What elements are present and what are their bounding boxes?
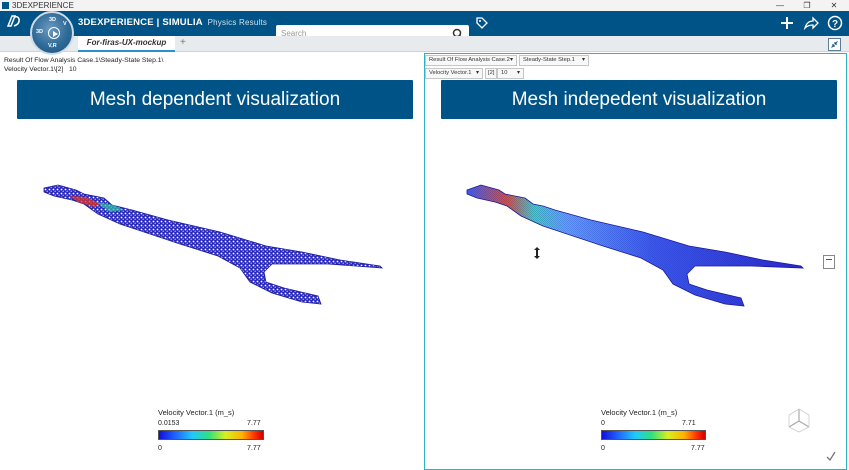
compass-right-label: V xyxy=(63,21,67,27)
add-tab-icon[interactable]: + xyxy=(180,37,186,48)
resize-cursor-icon xyxy=(534,247,540,259)
left-mid-spot xyxy=(96,202,124,212)
right-banner: Mesh indepedent visualization xyxy=(441,80,837,119)
component-dropdown-value: [2] xyxy=(488,70,495,76)
collapse-icon[interactable] xyxy=(828,38,841,51)
compass-top-label: 3D xyxy=(49,17,57,23)
left-legend-colorbar xyxy=(158,430,264,440)
help-icon[interactable]: ? xyxy=(827,15,843,31)
left-variable-row: Velocity Vector.1\[2] 10 xyxy=(4,65,163,74)
value-dropdown[interactable]: 10 ▾ xyxy=(497,68,524,79)
mesh-dependent-plot[interactable] xyxy=(40,180,400,310)
app-logo-icon xyxy=(2,2,9,9)
axis-triad-icon[interactable] xyxy=(785,405,813,433)
minimize-button[interactable]: — xyxy=(776,1,784,10)
tab-bar: For-firas-UX-mockup + xyxy=(0,36,849,52)
step-dropdown-value: Steady-State Step.1 xyxy=(523,57,575,63)
left-legend-bottom-max: 7.77 xyxy=(247,445,261,452)
search-input[interactable]: Search xyxy=(281,29,307,38)
variable-dropdown[interactable]: Velocity Vector.1 ▾ xyxy=(425,68,483,79)
ds-logo-icon xyxy=(6,15,20,27)
right-legend-top-min: 0 xyxy=(601,420,605,427)
left-result-path: Result Of Flow Analysis Case.1\Steady-St… xyxy=(4,57,164,64)
left-legend-title: Velocity Vector.1 (m_s) xyxy=(158,408,235,417)
right-legend-top-max: 7.71 xyxy=(682,420,696,427)
left-variable-name: Velocity Vector.1\[2] xyxy=(4,66,64,73)
right-legend-colorbar xyxy=(601,430,706,440)
variable-dropdown-value: Velocity Vector.1 xyxy=(429,70,472,76)
left-variable-value: 10 xyxy=(69,66,77,73)
case-dropdown[interactable]: Result Of Flow Analysis Case.2 ▾ xyxy=(425,55,517,66)
component-dropdown[interactable]: [2] xyxy=(485,68,497,79)
maximize-button[interactable]: ❐ xyxy=(803,1,811,10)
chevron-down-icon: ▾ xyxy=(581,57,585,63)
step-dropdown[interactable]: Steady-State Step.1 ▾ xyxy=(519,55,589,66)
left-mesh-shape xyxy=(43,184,384,305)
left-legend-top-min: 0.0153 xyxy=(158,420,180,427)
brand-sub: Physics Results xyxy=(207,18,268,27)
compass-widget[interactable]: 3D 3D V V,R xyxy=(30,11,74,55)
window-title-bar: 3DEXPERIENCE — ❐ ✕ xyxy=(0,0,849,11)
side-panel-toggle-button[interactable] xyxy=(823,255,835,269)
right-legend-title: Velocity Vector.1 (m_s) xyxy=(601,408,678,417)
chevron-down-icon: ▾ xyxy=(516,70,520,76)
compass-bottom-label: V,R xyxy=(48,43,57,49)
right-legend-bottom-max: 7.77 xyxy=(691,445,705,452)
play-icon[interactable] xyxy=(48,27,60,39)
case-dropdown-value: Result Of Flow Analysis Case.2 xyxy=(429,57,510,63)
tag-icon[interactable] xyxy=(475,16,489,30)
mesh-independent-plot[interactable] xyxy=(465,182,815,312)
chevron-down-icon: ▾ xyxy=(509,57,513,63)
left-legend-top-max: 7.77 xyxy=(247,420,261,427)
brand-title: 3DEXPERIENCE | SIMULIA Physics Results xyxy=(78,17,267,28)
resize-grip-icon[interactable] xyxy=(826,451,836,461)
right-mesh-hatch xyxy=(467,185,803,306)
brand-main: 3DEXPERIENCE | SIMULIA xyxy=(78,17,203,28)
close-button[interactable]: ✕ xyxy=(830,1,838,10)
viewport-divider[interactable] xyxy=(424,53,425,470)
add-icon[interactable] xyxy=(779,15,795,31)
svg-text:?: ? xyxy=(832,19,838,30)
compass-left-label: 3D xyxy=(36,29,44,35)
window-title: 3DEXPERIENCE xyxy=(12,1,74,10)
right-legend-bottom-min: 0 xyxy=(601,445,605,452)
tab-for-firas-ux-mockup[interactable]: For-firas-UX-mockup xyxy=(78,36,175,52)
left-legend-bottom-min: 0 xyxy=(158,445,162,452)
value-dropdown-value: 10 xyxy=(501,70,508,76)
share-icon[interactable] xyxy=(803,15,819,31)
left-hot-spot xyxy=(70,196,100,207)
chevron-down-icon: ▾ xyxy=(475,70,479,76)
left-banner: Mesh dependent visualization xyxy=(17,80,413,119)
left-result-info: Result Of Flow Analysis Case.1\Steady-St… xyxy=(4,56,163,74)
top-header: 3DEXPERIENCE | SIMULIA Physics Results S… xyxy=(0,11,849,43)
